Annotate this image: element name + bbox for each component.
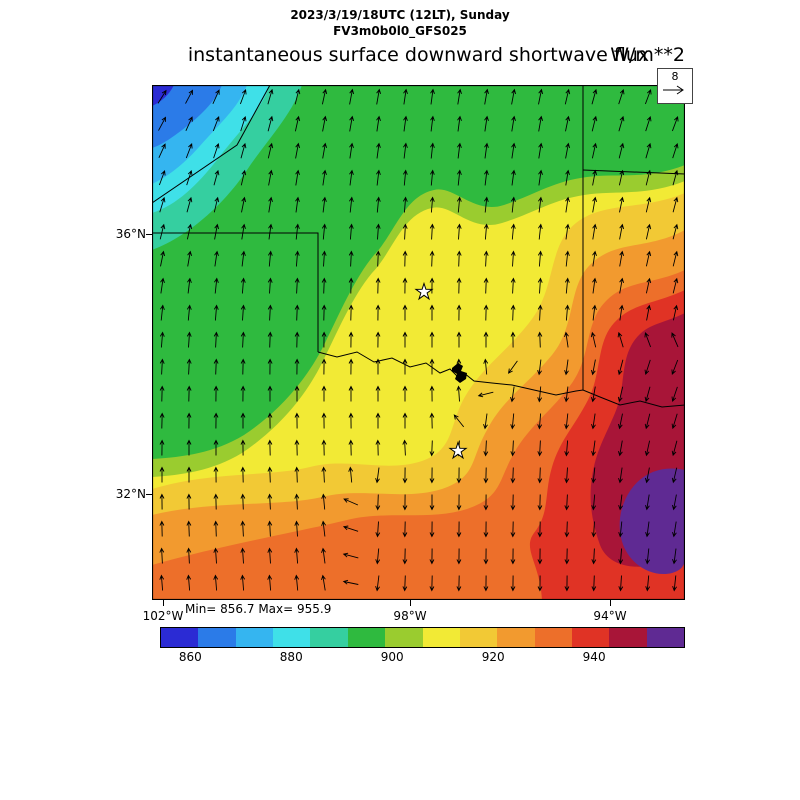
star-marker xyxy=(448,440,468,460)
colorbar-segment xyxy=(347,628,386,647)
wind-arrows xyxy=(157,88,679,592)
colorbar-segment xyxy=(273,628,311,647)
colorbar-segment xyxy=(497,628,535,647)
lon-tick-98w: 98°W xyxy=(393,609,427,623)
region-purple xyxy=(619,468,685,575)
colorbar-segment xyxy=(459,628,498,647)
border-line xyxy=(151,84,271,204)
colorbar-tick-label: 860 xyxy=(178,650,202,664)
reference-arrow-value: 8 xyxy=(671,70,679,83)
datetime-label: 2023/3/19/18UTC (12LT), Sunday xyxy=(290,8,510,22)
colorbar-tick-label: 880 xyxy=(279,650,303,664)
colorbar-segment xyxy=(161,628,199,647)
axis-tick xyxy=(163,600,164,606)
colorbar-ticks: 860 880 900 920 940 xyxy=(160,650,685,666)
lat-tick-36n: 36°N xyxy=(115,227,146,241)
colorbar-segment xyxy=(571,628,610,647)
axis-tick xyxy=(410,600,411,606)
map-canvas xyxy=(151,84,686,601)
minmax-label: Min= 856.7 Max= 955.9 xyxy=(185,602,332,616)
state-borders xyxy=(151,84,686,408)
colorbar-segment xyxy=(235,628,274,647)
star-markers xyxy=(414,281,468,460)
colorbar-segment xyxy=(646,628,685,647)
border-line xyxy=(152,232,319,352)
lat-tick-32n: 32°N xyxy=(115,487,146,501)
lon-tick-94w: 94°W xyxy=(593,609,627,623)
reference-arrow-icon xyxy=(663,85,684,95)
border-line xyxy=(582,169,686,175)
colorbar-segments xyxy=(161,628,685,647)
star-marker xyxy=(414,281,434,301)
colorbar-segment xyxy=(609,628,647,647)
model-label: FV3m0b0l0_GFS025 xyxy=(333,24,467,38)
axis-tick xyxy=(146,234,152,235)
lon-tick-102w: 102°W xyxy=(142,609,184,623)
colorbar-tick-label: 920 xyxy=(481,650,505,664)
colorbar-segment xyxy=(310,628,348,647)
colorbar-tick-label: 940 xyxy=(582,650,606,664)
reference-arrow-box: 8 xyxy=(657,68,693,104)
colorbar-segment xyxy=(422,628,460,647)
colorbar-tick-label: 900 xyxy=(380,650,404,664)
weather-map xyxy=(151,84,686,601)
units-label: W/m**2 xyxy=(610,44,685,66)
axis-tick xyxy=(610,600,611,606)
region-blue xyxy=(152,85,222,148)
colorbar-segment xyxy=(385,628,423,647)
red-river-line xyxy=(317,351,686,408)
plot-title: instantaneous surface downward shortwave… xyxy=(187,44,650,66)
map-frame xyxy=(151,84,686,601)
colorbar-segment xyxy=(534,628,572,647)
region-green xyxy=(152,85,685,459)
colorbar xyxy=(160,627,685,648)
axis-tick xyxy=(146,494,152,495)
colorbar-segment xyxy=(198,628,236,647)
